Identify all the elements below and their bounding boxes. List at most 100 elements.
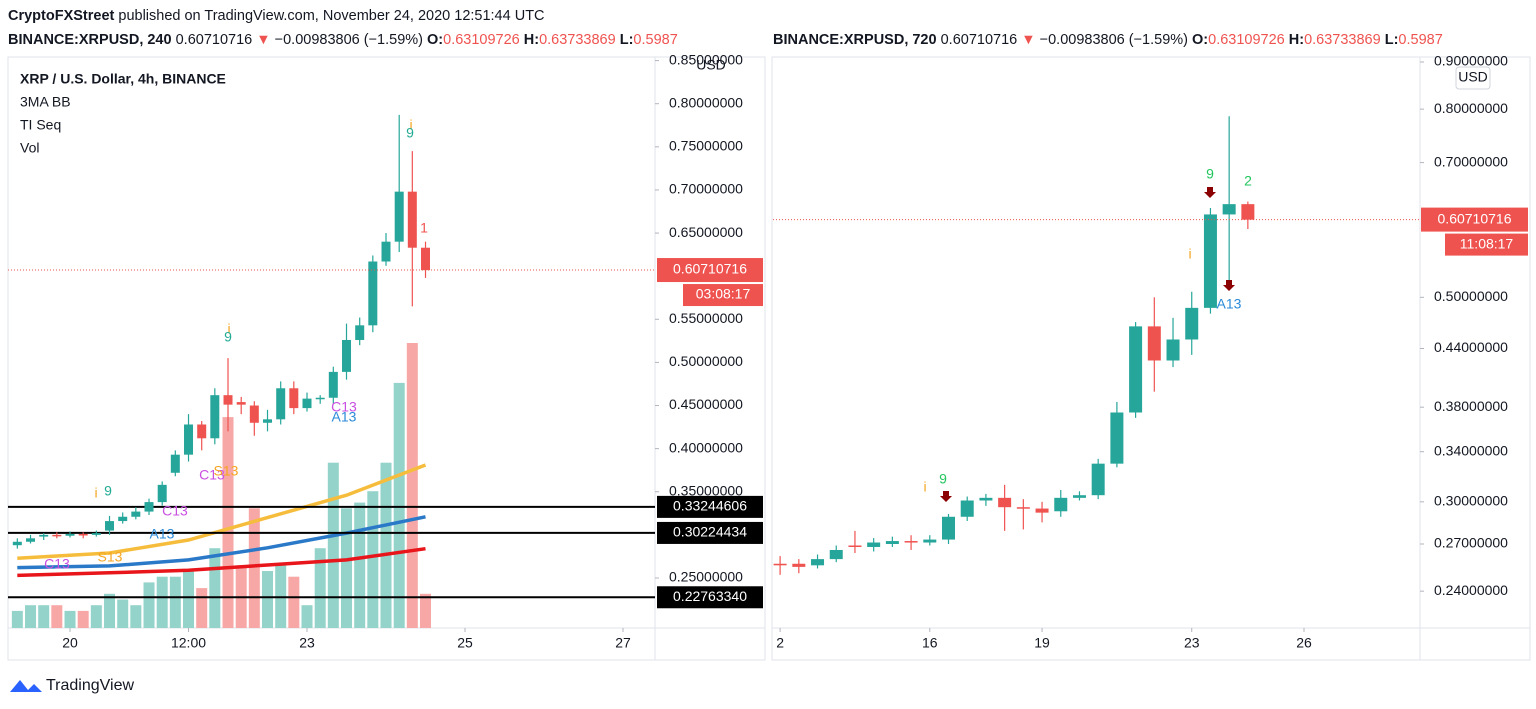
symbol: BINANCE:XRPUSD, 240 xyxy=(8,32,172,48)
y-tick-label: 0.35000000 xyxy=(669,482,743,498)
countdown: 03:08:17 xyxy=(696,286,751,302)
candle-body xyxy=(1185,307,1199,340)
candle-body xyxy=(170,454,180,473)
ohlc-value: 0.5987 xyxy=(1398,32,1442,48)
volume-bar xyxy=(117,599,129,628)
x-tick-label: 2 xyxy=(776,635,784,651)
volume-bar xyxy=(130,605,142,628)
y-tick-label: 0.25000000 xyxy=(669,569,743,585)
last-price-tag xyxy=(1421,207,1528,232)
signal-label: A13 xyxy=(1217,296,1242,312)
x-tick-label: 19 xyxy=(1034,635,1050,651)
y-tick-label: 0.90000000 xyxy=(1434,53,1508,69)
symbol: BINANCE:XRPUSD, 720 xyxy=(773,32,937,48)
signal-label: i xyxy=(923,479,926,495)
publish-line: CryptoFXStreet published on TradingView.… xyxy=(8,8,545,24)
volume-bar xyxy=(314,548,326,628)
volume-bar xyxy=(380,462,392,628)
volume-bar xyxy=(77,610,89,628)
volume-bar xyxy=(406,343,418,628)
candle-body xyxy=(342,339,352,372)
volume-bar xyxy=(11,610,23,628)
signal-label: 2 xyxy=(1244,173,1252,189)
candle-body xyxy=(236,402,246,405)
level-tag xyxy=(657,586,763,609)
candle-body xyxy=(407,191,417,248)
volume-bar xyxy=(262,571,274,628)
candle-body xyxy=(923,539,937,543)
author: CryptoFXStreet xyxy=(8,8,115,24)
candle-body xyxy=(792,563,806,567)
published: published on TradingView.com, November 2… xyxy=(118,8,544,24)
level-tag xyxy=(657,495,763,518)
y-tick-label: 0.85000000 xyxy=(669,51,743,67)
candle-body xyxy=(1166,339,1180,361)
signal-label: A13 xyxy=(332,409,357,425)
x-tick-label: 26 xyxy=(1296,635,1312,651)
legend-item: TI Seq xyxy=(20,117,61,133)
y-tick-label: 0.24000000 xyxy=(1434,582,1508,598)
legend-item: Vol xyxy=(20,140,39,156)
change: −0.00983806 (−1.59%) xyxy=(1040,32,1188,48)
candle-body xyxy=(223,395,233,405)
volume-bar xyxy=(25,605,37,628)
ohlc-label: H: xyxy=(524,32,539,48)
x-tick-label: 12:00 xyxy=(171,635,206,651)
y-tick-label: 0.70000000 xyxy=(669,181,743,197)
volume-bar xyxy=(143,582,155,628)
candle-body xyxy=(885,541,899,545)
y-tick-label: 0.40000000 xyxy=(669,439,743,455)
level-label: 0.22763340 xyxy=(673,588,747,604)
candle-body xyxy=(381,241,391,262)
candle-body xyxy=(1091,463,1105,496)
candle-body xyxy=(394,191,404,242)
candle-body xyxy=(78,534,88,536)
volume-bar xyxy=(420,593,432,628)
y-tick-label: 0.45000000 xyxy=(669,396,743,412)
ohlc-label: H: xyxy=(1289,32,1304,48)
signal-arrow xyxy=(1223,280,1235,291)
level-label: 0.33244606 xyxy=(673,498,747,514)
volume-bar xyxy=(248,508,260,628)
arrow: ▼ xyxy=(1021,32,1035,48)
ohlc-label: O: xyxy=(427,32,443,48)
x-tick-label: 16 xyxy=(922,635,938,651)
volume-bar xyxy=(341,508,353,628)
candle-body xyxy=(328,371,338,398)
volume-bar xyxy=(209,548,221,628)
candle-body xyxy=(289,388,299,409)
candle-body xyxy=(91,533,101,535)
signal-label: 9 xyxy=(104,483,112,499)
candle-body xyxy=(811,559,825,566)
candle-body xyxy=(131,511,141,517)
candle-body xyxy=(421,247,431,271)
signal-arrow xyxy=(940,491,952,502)
price-pane: 0.90000000 0.80000000 0.70000000 0.50000000… xyxy=(773,53,1528,651)
axis-unit: USD xyxy=(696,57,726,73)
candle-body xyxy=(26,538,36,542)
x-tick-label: 20 xyxy=(62,635,78,651)
brand-logo xyxy=(10,680,42,692)
candle-body xyxy=(184,424,194,455)
candle-body xyxy=(263,419,273,423)
x-tick-label: 23 xyxy=(299,635,315,651)
y-tick-label: 0.80000000 xyxy=(669,94,743,110)
volume-bar xyxy=(156,576,168,628)
candle-body xyxy=(1072,495,1086,498)
signal-label: i xyxy=(94,485,97,501)
signal-label: 9 xyxy=(406,125,414,141)
candle-body xyxy=(210,395,220,439)
volume-bar xyxy=(222,417,234,628)
signal-label: i xyxy=(409,117,412,133)
volume-bar xyxy=(169,576,181,628)
price: 0.60710716 xyxy=(941,32,1018,48)
candle-body xyxy=(368,261,378,326)
signal-label: C13 xyxy=(44,556,70,572)
price-pane: 0.85000000 0.80000000 0.75000000 0.70000000… xyxy=(8,51,763,651)
ohlc-label: O: xyxy=(1192,32,1208,48)
axis-unit: USD xyxy=(1458,69,1488,85)
y-tick-label: 0.80000000 xyxy=(1434,100,1508,116)
y-tick-label: 0.55000000 xyxy=(669,310,743,326)
signal-label: S13 xyxy=(214,463,239,479)
y-tick-label: 0.38000000 xyxy=(1434,398,1508,414)
